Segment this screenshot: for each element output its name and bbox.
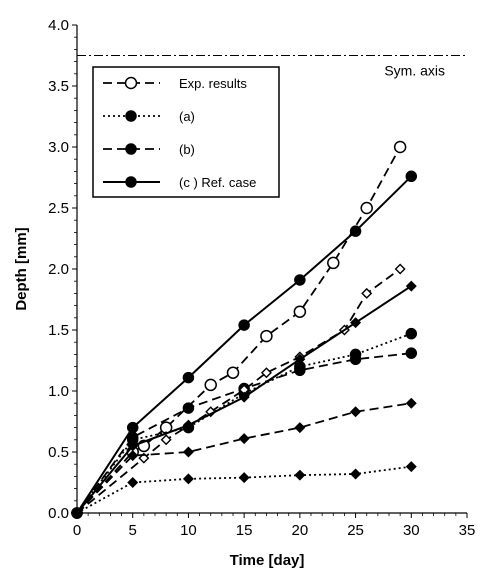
x-tick-label: 10 xyxy=(180,522,197,539)
data-point xyxy=(226,366,240,379)
data-point xyxy=(238,433,250,445)
data-point xyxy=(260,329,273,343)
x-tick-label: 30 xyxy=(403,522,420,539)
data-point xyxy=(405,280,417,292)
data-point xyxy=(349,225,362,237)
data-point xyxy=(405,397,417,409)
x-tick-label: 35 xyxy=(459,522,476,539)
series-layer xyxy=(71,140,418,519)
data-point xyxy=(127,440,139,452)
legend-box xyxy=(92,66,280,198)
legend-items: Exp. results (a) (b) (c ) Ref. case xyxy=(103,76,256,190)
data-point xyxy=(405,347,418,359)
data-point xyxy=(405,170,418,183)
data-point xyxy=(393,140,407,154)
data-point xyxy=(350,406,362,418)
series-8 xyxy=(71,280,417,519)
x-axis-ticks: 0 5 10 15 20 25 30 35 xyxy=(73,513,476,539)
data-point xyxy=(405,327,418,340)
series-5 xyxy=(71,263,406,519)
data-point xyxy=(160,434,172,446)
y-tick-label: 1.0 xyxy=(48,383,69,400)
y-tick-label: 0.0 xyxy=(48,505,69,522)
data-point xyxy=(360,201,373,215)
x-tick-label: 25 xyxy=(347,522,364,539)
data-point xyxy=(182,419,194,431)
data-point xyxy=(349,353,362,366)
x-tick-label: 15 xyxy=(236,522,253,539)
symmetry-axis-label: Sym. axis xyxy=(384,63,445,79)
data-point xyxy=(182,473,194,485)
legend-item: (c ) Ref. case xyxy=(103,175,256,190)
series-line xyxy=(76,352,412,514)
data-point xyxy=(350,468,362,480)
series-7 xyxy=(71,397,417,519)
data-point xyxy=(361,287,373,299)
data-point xyxy=(182,402,195,414)
data-point xyxy=(182,446,194,458)
x-tick-label: 0 xyxy=(73,522,81,539)
data-point xyxy=(294,422,306,434)
y-tick-label: 2.0 xyxy=(48,261,69,278)
y-tick-label: 4.0 xyxy=(48,17,69,34)
y-tick-label: 3.5 xyxy=(48,78,69,95)
legend-item: Exp. results xyxy=(103,76,247,91)
legend-marker xyxy=(125,110,137,122)
data-point xyxy=(294,274,306,286)
data-point xyxy=(238,391,250,403)
series-6 xyxy=(71,461,417,519)
data-point xyxy=(238,472,250,484)
legend-marker xyxy=(125,143,137,155)
series-2 xyxy=(71,327,418,519)
series-4 xyxy=(71,170,418,519)
plot-area: 0 5 10 15 20 25 30 35 0.0 0.5 1.0 1.5 2.0 2.5 3.0 3.5 4… xyxy=(48,17,475,539)
data-point xyxy=(293,305,307,318)
data-point xyxy=(204,378,217,392)
legend-item: (b) xyxy=(103,142,195,157)
data-point xyxy=(294,469,306,481)
legend-label: (b) xyxy=(179,142,195,157)
y-tick-label: 3.0 xyxy=(48,139,69,156)
data-point xyxy=(127,477,139,488)
legend-marker xyxy=(124,76,138,90)
legend: Exp. results (a) (b) (c ) Ref. case xyxy=(92,66,280,198)
data-point xyxy=(294,353,306,365)
legend-label: Exp. results xyxy=(179,76,247,91)
data-point xyxy=(127,450,139,462)
y-axis-ticks: 0.0 0.5 1.0 1.5 2.0 2.5 3.0 3.5 4.0 xyxy=(48,17,77,522)
data-point xyxy=(394,263,406,275)
x-tick-label: 20 xyxy=(292,522,309,539)
data-point xyxy=(126,421,139,434)
x-axis-title: Time [day] xyxy=(230,552,305,569)
data-point xyxy=(350,317,362,329)
legend-label: (c ) Ref. case xyxy=(179,175,256,190)
y-tick-label: 0.5 xyxy=(48,444,69,461)
origin-point xyxy=(71,507,83,519)
series-1 xyxy=(71,140,407,519)
y-axis-title: Depth [mm] xyxy=(13,227,30,310)
series-3 xyxy=(71,347,418,519)
data-point xyxy=(260,367,272,379)
legend-label: (a) xyxy=(179,109,195,124)
data-point xyxy=(405,461,417,473)
data-point xyxy=(294,364,306,377)
legend-item: (a) xyxy=(103,109,195,124)
data-point xyxy=(327,256,340,270)
series-line xyxy=(76,268,401,514)
legend-marker xyxy=(125,176,137,188)
x-tick-label: 5 xyxy=(129,522,137,539)
data-point xyxy=(238,319,250,331)
y-tick-label: 1.5 xyxy=(48,322,69,339)
y-tick-label: 2.5 xyxy=(48,200,69,217)
data-point xyxy=(182,371,195,384)
